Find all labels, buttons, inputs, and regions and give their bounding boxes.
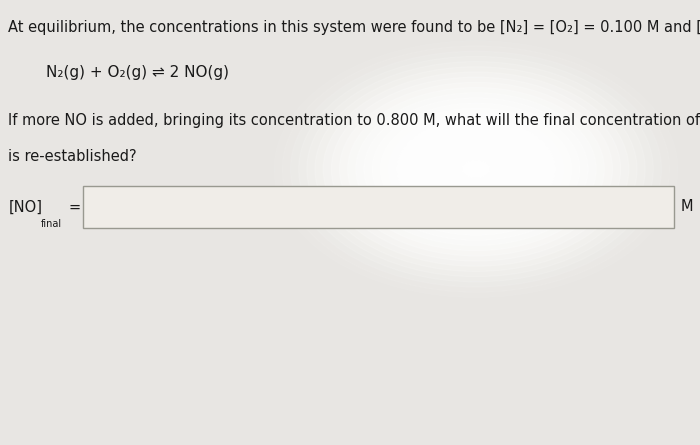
Circle shape (323, 72, 629, 266)
Circle shape (397, 119, 555, 219)
Circle shape (307, 61, 645, 277)
Text: N₂(g) + O₂(g) ⇌ 2 NO(g): N₂(g) + O₂(g) ⇌ 2 NO(g) (46, 65, 228, 80)
Circle shape (340, 82, 612, 256)
Text: is re-established?: is re-established? (8, 149, 137, 164)
Circle shape (389, 113, 564, 225)
Text: If more NO is added, bringing its concentration to 0.800 M, what will the final : If more NO is added, bringing its concen… (8, 113, 700, 129)
Circle shape (282, 46, 670, 292)
Circle shape (290, 51, 662, 287)
Circle shape (356, 93, 596, 246)
Circle shape (429, 139, 523, 199)
Circle shape (421, 134, 531, 204)
FancyBboxPatch shape (83, 186, 674, 228)
Circle shape (446, 150, 506, 188)
Circle shape (405, 124, 547, 214)
Circle shape (413, 129, 539, 209)
Circle shape (348, 88, 604, 251)
Text: final: final (41, 219, 62, 229)
Circle shape (315, 67, 637, 271)
Text: =: = (69, 199, 81, 214)
Circle shape (454, 155, 498, 183)
Circle shape (331, 77, 621, 261)
Circle shape (364, 98, 588, 240)
Circle shape (462, 160, 490, 178)
Text: At equilibrium, the concentrations in this system were found to be [N₂] = [O₂] =: At equilibrium, the concentrations in th… (8, 20, 700, 35)
Text: [NO]: [NO] (8, 199, 43, 214)
Text: M: M (680, 199, 693, 214)
Circle shape (299, 57, 653, 282)
Circle shape (372, 103, 580, 235)
Circle shape (380, 108, 572, 230)
Circle shape (438, 145, 514, 194)
